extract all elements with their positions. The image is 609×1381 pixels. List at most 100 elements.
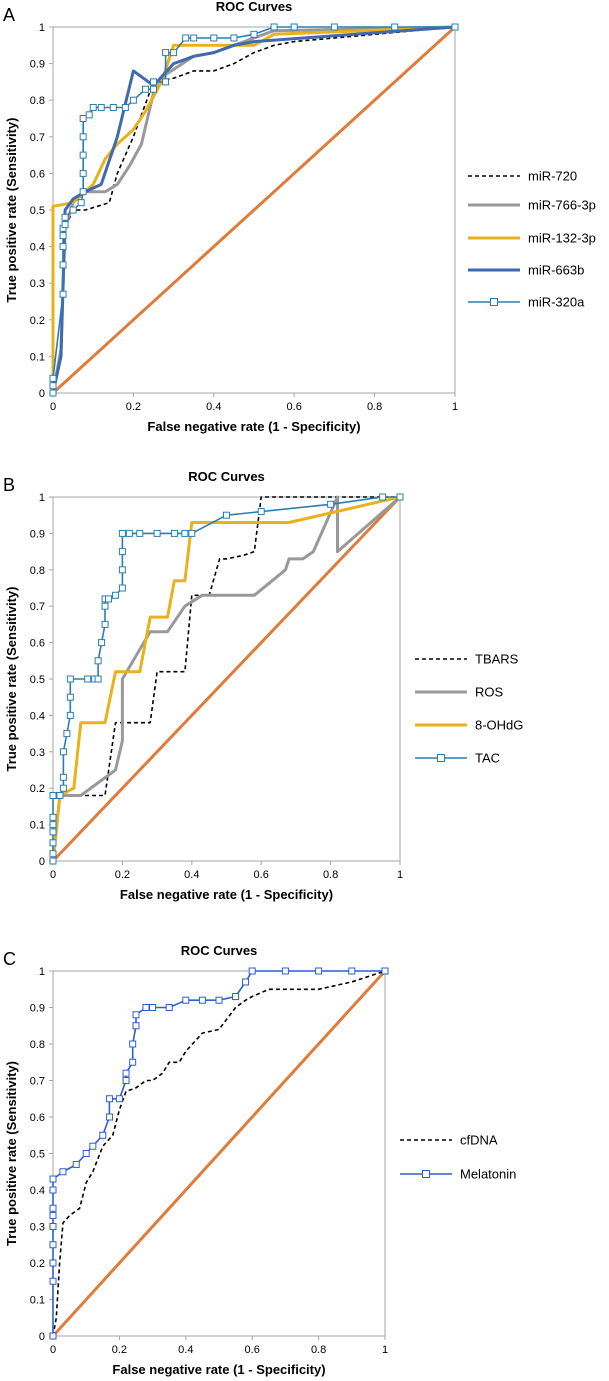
legend-marker [437, 754, 445, 762]
y-tick-label: 0 [39, 1331, 45, 1343]
series-marker [49, 839, 57, 847]
legend-label: miR-720 [528, 169, 577, 184]
legend-label: miR-766-3p [528, 198, 596, 213]
series-marker [79, 169, 87, 177]
y-tick-label: 0.2 [30, 783, 45, 795]
legend-label: cfDNA [460, 1133, 498, 1148]
series-marker [170, 49, 178, 57]
series-marker [242, 978, 250, 986]
x-tick-label: 0.2 [115, 869, 130, 881]
y-tick-label: 0.9 [30, 528, 45, 540]
series-marker [105, 1095, 113, 1103]
series-marker [327, 500, 335, 508]
series-marker [188, 529, 196, 537]
y-tick-label: 0.5 [30, 1149, 45, 1161]
series-marker [61, 221, 69, 229]
y-axis-label: True positive rate (Sensitivity) [4, 118, 19, 303]
legend-label: miR-320a [528, 295, 585, 310]
series-marker [59, 261, 67, 269]
series-line-tbars [52, 496, 400, 862]
series-marker [101, 620, 109, 628]
series-marker [391, 23, 399, 31]
series-marker [182, 34, 190, 42]
series-line-8-ohdg [51, 495, 401, 862]
series-marker [101, 602, 109, 610]
x-axis-label: False negative rate (1 - Specificity) [147, 419, 360, 434]
panel-label: C [3, 949, 16, 969]
series-marker [136, 529, 144, 537]
series-marker [84, 675, 92, 683]
reference-diagonal-line [51, 969, 387, 1338]
y-tick-label: 0.7 [30, 132, 45, 144]
y-tick-label: 0.4 [30, 1185, 45, 1197]
series-marker [150, 85, 157, 93]
series-marker [250, 30, 258, 38]
y-tick-label: 0.2 [30, 315, 45, 327]
y-tick-label: 1 [39, 492, 45, 504]
series-marker [59, 784, 67, 792]
series-marker [215, 996, 223, 1004]
series-marker [451, 23, 459, 31]
x-tick-label: 0.4 [206, 401, 221, 413]
series-marker [170, 529, 178, 537]
series-marker [49, 813, 57, 821]
y-tick-label: 0.3 [30, 1222, 45, 1234]
series-marker [79, 151, 87, 159]
series-line-ros [51, 495, 401, 862]
x-tick-label: 0.6 [254, 869, 269, 881]
y-tick-label: 0.6 [30, 1112, 45, 1124]
series-marker [210, 34, 218, 42]
chart-title: ROC Curves [216, 0, 293, 14]
roc-chart-a: A ROC Curves 0 0.1 0.2 0.3 0.4 0.5 0.6 0.7 0.8 0.9 1… [3, 0, 596, 434]
y-tick-label: 1 [39, 966, 45, 978]
x-tick-label: 0.2 [112, 1344, 127, 1356]
legend-label: 8-OHdG [475, 718, 523, 733]
series-marker [79, 115, 87, 122]
series-marker [63, 730, 71, 738]
legend-label: TBARS [475, 652, 519, 667]
series-marker [99, 1131, 107, 1139]
series-marker [165, 1004, 173, 1011]
series-marker [49, 389, 57, 397]
series-marker [348, 967, 356, 975]
y-tick-label: 0.6 [30, 168, 45, 180]
series-marker [49, 1332, 57, 1340]
series-marker [49, 791, 57, 799]
x-tick-label: 0.6 [245, 1344, 260, 1356]
series-marker [49, 857, 57, 865]
series-marker [381, 967, 389, 975]
y-tick-label: 0.5 [30, 205, 45, 217]
legend-marker [490, 298, 498, 306]
series-marker [162, 49, 170, 57]
series-marker [115, 1095, 123, 1103]
series-marker [82, 1150, 90, 1157]
x-tick-label: 0.4 [178, 1344, 193, 1356]
series-marker [248, 967, 256, 975]
x-axis-label: False negative rate (1 - Specificity) [120, 887, 333, 902]
series-marker [49, 374, 57, 382]
series-marker [56, 791, 64, 799]
series-marker [49, 1204, 57, 1212]
series-marker [129, 96, 137, 104]
series-marker [182, 996, 190, 1004]
x-axis-label: False negative rate (1 - Specificity) [112, 1362, 325, 1377]
series-marker [315, 967, 323, 975]
series-marker [94, 657, 102, 665]
y-tick-label: 0.6 [30, 638, 45, 650]
reference-diagonal-line [51, 25, 457, 395]
y-tick-label: 0.9 [30, 59, 45, 71]
y-tick-label: 0.1 [30, 1295, 45, 1307]
y-tick-label: 0.4 [30, 242, 45, 254]
x-tick-label: 1 [452, 401, 458, 413]
x-tick-label: 0.6 [287, 401, 302, 413]
roc-chart-b: B ROC Curves 0 0.1 0.2 0.3 0.4 0.5 0.6 0.7 0.8 0.9 1… [3, 469, 523, 902]
roc-panel-a: A ROC Curves 0 0.1 0.2 0.3 0.4 0.5 0.6 0.7 0.8 0.9 1… [0, 0, 609, 455]
series-marker [198, 996, 206, 1004]
y-tick-label: 0.4 [30, 710, 45, 722]
series-marker [98, 639, 106, 647]
series-marker [59, 290, 67, 298]
y-tick-label: 0.8 [30, 565, 45, 577]
roc-panel-b: B ROC Curves 0 0.1 0.2 0.3 0.4 0.5 0.6 0.7 0.8 0.9 1… [0, 460, 609, 915]
series-marker [59, 748, 67, 756]
series-marker [59, 773, 67, 781]
